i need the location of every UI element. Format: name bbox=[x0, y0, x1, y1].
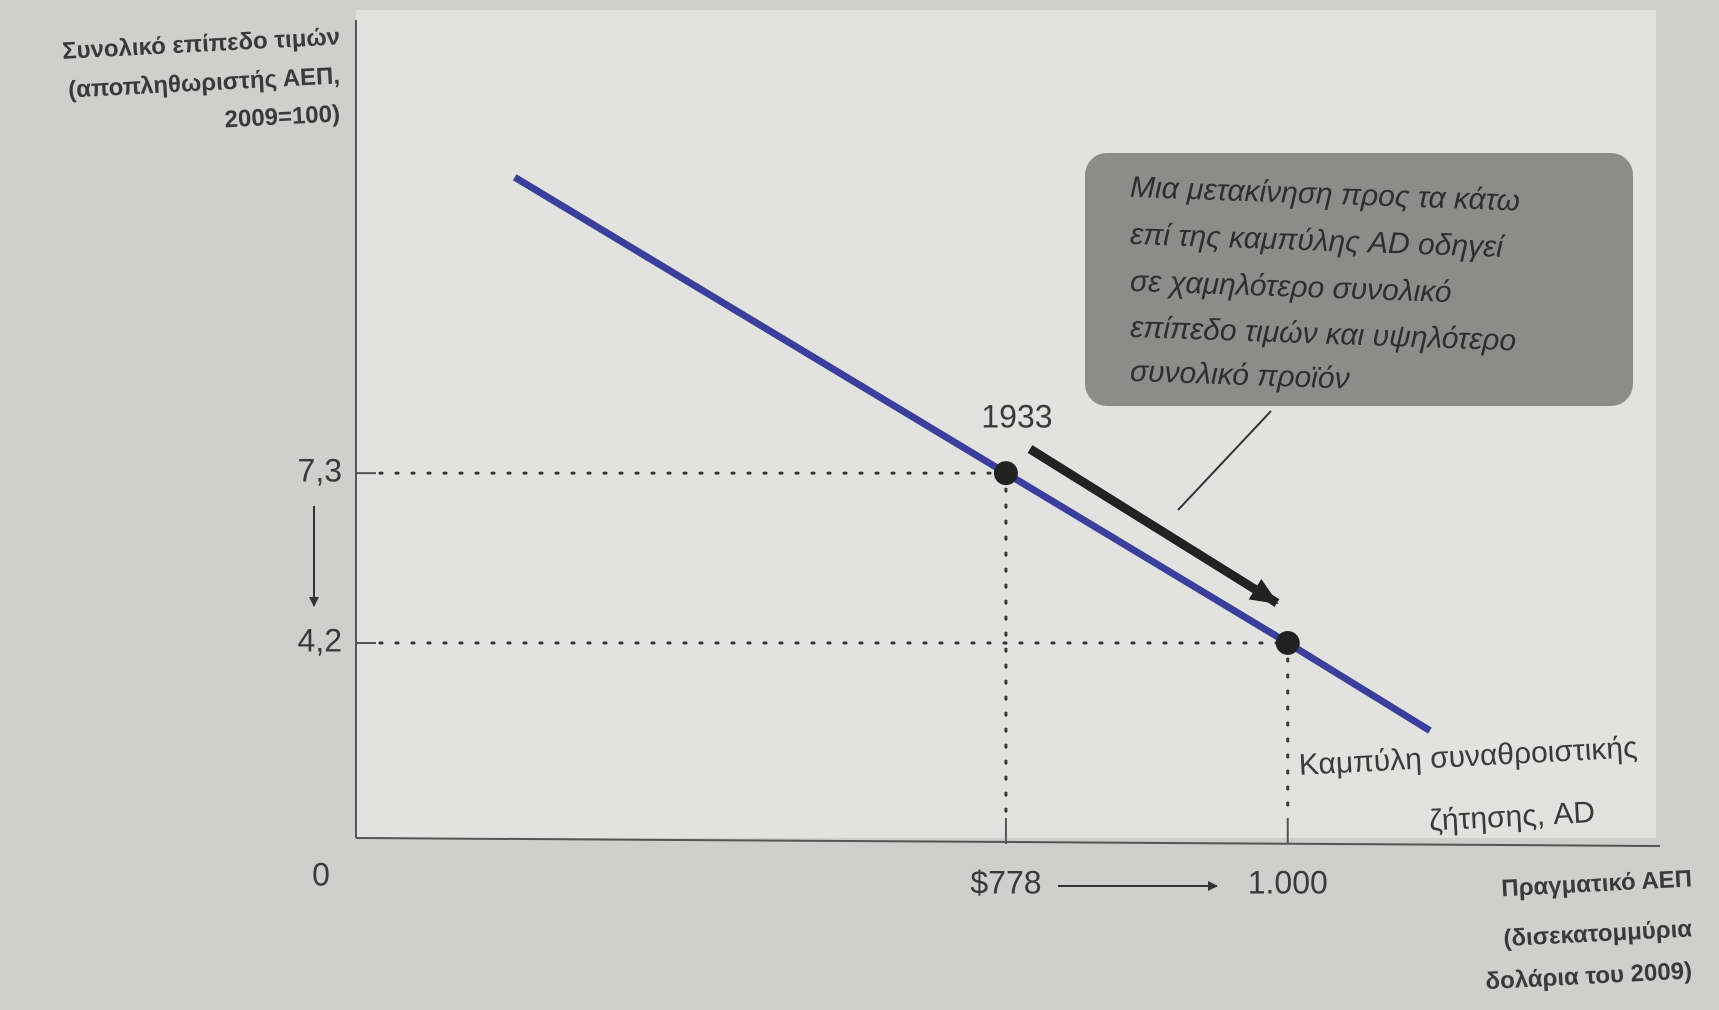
y-axis-title: 2009=100) bbox=[224, 100, 341, 133]
demand-curve bbox=[512, 174, 1432, 734]
point-label: 1933 bbox=[981, 399, 1052, 435]
x-tick-label: 1.000 bbox=[1248, 864, 1328, 900]
y-tick-label: 7,3 bbox=[298, 453, 342, 489]
x-tick-label: $778 bbox=[970, 864, 1041, 900]
callout-box bbox=[1085, 153, 1633, 406]
x-axis bbox=[355, 837, 1661, 847]
callout-leader bbox=[1177, 410, 1272, 511]
data-point bbox=[1275, 630, 1300, 655]
data-point bbox=[993, 461, 1018, 486]
movement-arrow bbox=[1027, 445, 1280, 607]
callout-text: συνολικό προϊόν bbox=[1129, 355, 1350, 396]
origin-label: 0 bbox=[312, 856, 330, 892]
y-tick-label: 4,2 bbox=[298, 622, 342, 658]
